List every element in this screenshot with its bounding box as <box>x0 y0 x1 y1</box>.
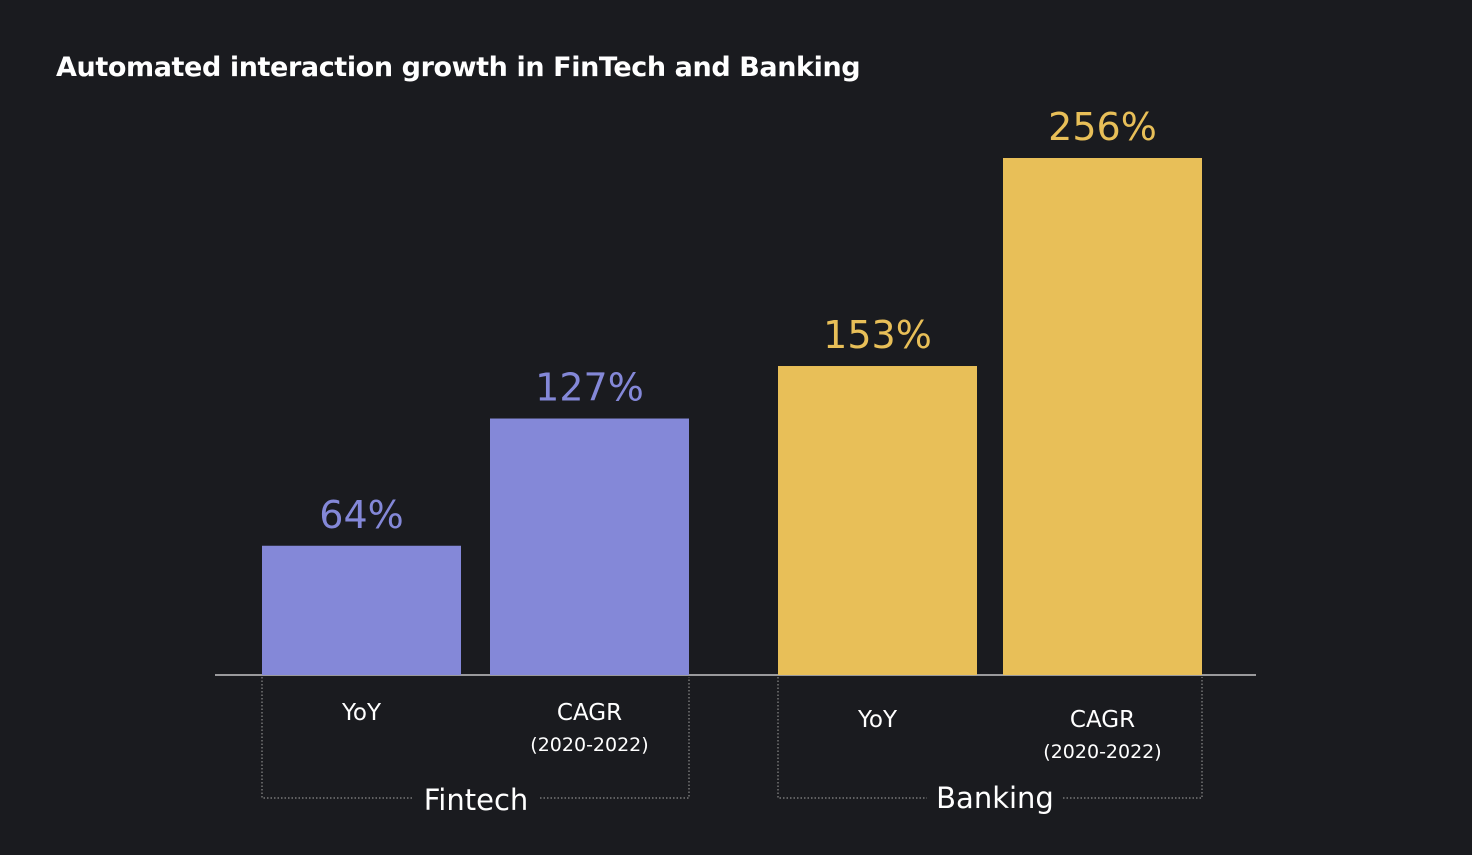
bar-banking-cagr <box>1003 158 1202 675</box>
bar-fintech-cagr <box>490 418 689 675</box>
value-label-banking-cagr: 256% <box>1048 105 1157 149</box>
value-label-fintech-cagr: 127% <box>535 366 644 410</box>
group-bracket-left-banking <box>777 677 927 799</box>
group-label-banking: Banking <box>936 781 1054 815</box>
bar-banking-yoy <box>778 366 977 675</box>
group-bracket-left-fintech <box>261 677 412 799</box>
chart-title: Automated interaction growth in FinTech … <box>56 52 861 83</box>
category-label-banking-cagr: CAGR <box>1070 707 1135 733</box>
category-sublabel-fintech-cagr: (2020-2022) <box>530 734 648 756</box>
group-bracket-right-banking <box>1063 677 1203 799</box>
category-label-fintech-cagr: CAGR <box>557 700 622 726</box>
bar-fintech-yoy <box>262 545 461 675</box>
value-label-fintech-yoy: 64% <box>319 493 403 537</box>
category-label-fintech-yoy: YoY <box>341 700 382 726</box>
group-bracket-right-fintech <box>540 677 690 799</box>
value-label-banking-yoy: 153% <box>823 313 932 357</box>
category-sublabel-banking-cagr: (2020-2022) <box>1043 741 1161 763</box>
category-label-banking-yoy: YoY <box>857 707 898 733</box>
group-label-fintech: Fintech <box>424 783 529 817</box>
